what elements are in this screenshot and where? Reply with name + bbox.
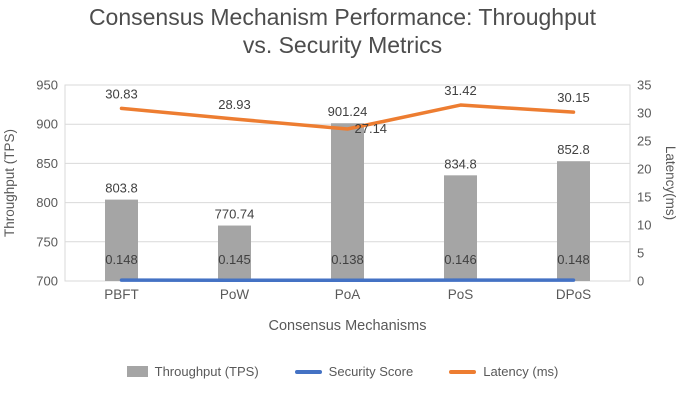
legend-label-security-score: Security Score (328, 364, 414, 379)
x-category-label: DPoS (556, 287, 591, 302)
bar-value-label: 803.8 (105, 181, 138, 196)
y-tick-label-left: 700 (36, 274, 58, 289)
y-tick-label-left: 800 (36, 195, 58, 210)
y-tick-label-right: 5 (637, 246, 644, 261)
x-category-label: PoW (220, 287, 250, 302)
chart-title-line-2: vs. Security Metrics (242, 32, 443, 58)
point-value-label: 27.14 (355, 121, 388, 136)
y-tick-label-right: 30 (637, 106, 651, 121)
line-latency-ms (119, 103, 576, 131)
point-value-label: 31.42 (444, 83, 477, 98)
y-tick-label-left: 850 (36, 156, 58, 171)
bar-pos (444, 175, 477, 281)
chart-title-line-1: Consensus Mechanism Performance: Through… (88, 4, 597, 30)
legend-item-security-score: Security Score (294, 364, 414, 379)
legend-swatch-throughput (126, 366, 148, 377)
point-value-label: 28.93 (218, 97, 251, 112)
legend-label-throughput: Throughput (TPS) (154, 364, 259, 379)
legend-item-latency: Latency (ms) (449, 364, 558, 379)
x-category-label: PBFT (104, 287, 139, 302)
bar-value-label: 901.24 (328, 104, 368, 119)
point-value-label: 0.148 (105, 252, 138, 267)
bar-pbft (105, 199, 138, 281)
y-tick-label-left: 950 (36, 78, 58, 93)
bar-value-label: 834.8 (444, 156, 477, 171)
point-value-label: 30.83 (105, 86, 138, 101)
y-tick-label-left: 900 (36, 117, 58, 132)
y-tick-label-right: 15 (637, 190, 651, 205)
legend: Throughput (TPS) Security Score Latency … (0, 364, 685, 379)
x-category-label: PoS (448, 287, 474, 302)
y-axis-title-right: Latency(ms) (663, 146, 678, 220)
y-tick-label-right: 25 (637, 134, 651, 149)
y-tick-label-right: 20 (637, 162, 651, 177)
chart-title: Consensus Mechanism Performance: Through… (0, 3, 685, 59)
point-value-label: 0.145 (218, 252, 251, 267)
y-axis-title-left: Throughput (TPS) (2, 129, 17, 237)
x-category-label: PoA (335, 287, 361, 302)
bar-dpos (557, 161, 590, 281)
bar-poa (331, 123, 364, 281)
bar-pow (218, 225, 251, 281)
bar-value-label: 852.8 (557, 142, 590, 157)
chart-canvas: Throughput (TPS) Latency(ms) Consensus M… (2, 78, 678, 335)
y-tick-label-right: 10 (637, 218, 651, 233)
legend-item-throughput: Throughput (TPS) (126, 364, 259, 379)
y-tick-label-left: 750 (36, 234, 58, 249)
legend-swatch-security-score (294, 369, 322, 374)
point-value-label: 0.148 (557, 252, 590, 267)
point-value-label: 0.146 (444, 252, 477, 267)
point-value-label: 0.138 (331, 252, 364, 267)
legend-label-latency: Latency (ms) (483, 364, 559, 379)
x-axis-title: Consensus Mechanisms (269, 318, 427, 334)
point-value-label: 30.15 (557, 90, 590, 105)
y-tick-label-right: 0 (637, 274, 644, 289)
bar-value-label: 770.74 (215, 207, 255, 222)
y-tick-label-right: 35 (637, 78, 651, 93)
legend-swatch-latency (449, 369, 477, 374)
